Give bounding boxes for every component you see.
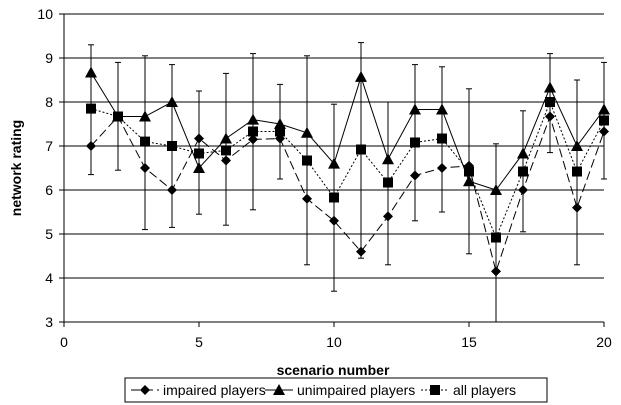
unimpaired-players-point: [544, 81, 556, 93]
all-players-point: [194, 148, 204, 159]
all-players-point: [302, 155, 312, 166]
impaired-players-point: [545, 111, 555, 122]
unimpaired-players-point: [463, 175, 475, 187]
all-players-point: [221, 145, 231, 156]
unimpaired-players-point: [274, 118, 286, 129]
unimpaired-players-point: [328, 157, 340, 169]
unimpaired-players-point: [382, 153, 394, 165]
legend-box: [124, 377, 548, 403]
legend-marker-all-players: [430, 385, 440, 395]
impaired-players-point: [599, 126, 609, 137]
unimpaired-players-point: [139, 110, 151, 122]
x-axis-title: scenario number: [277, 362, 390, 378]
y-axis-title: network rating: [8, 120, 24, 216]
impaired-players-point: [140, 163, 150, 173]
y-tick-label: 6: [45, 182, 53, 198]
all-players-point: [275, 126, 285, 137]
impaired-players-point: [437, 163, 447, 173]
unimpaired-players-point: [517, 147, 529, 159]
impaired-players-line: [90, 114, 605, 274]
all-players-point: [140, 136, 150, 147]
y-tick-labels: 3 4 5 6 7 8 9 10: [37, 6, 64, 330]
x-tick-label: 15: [461, 334, 477, 350]
y-tick-label: 10: [37, 6, 53, 22]
unimpaired-players-line: [90, 72, 605, 191]
impaired-players-point: [194, 133, 204, 144]
unimpaired-players-point: [247, 113, 259, 125]
x-tick-label: 0: [60, 334, 68, 350]
legend-label-all-players: all players: [453, 382, 516, 398]
all-players-point: [464, 166, 474, 177]
legend-label-impaired-players: impaired players: [163, 382, 266, 398]
unimpaired-players-point: [436, 103, 448, 115]
unimpaired-players-point: [166, 96, 178, 107]
impaired-players-point: [86, 141, 96, 151]
impaired-players-point: [491, 266, 501, 277]
unimpaired-players-point: [85, 66, 97, 78]
impaired-players-point: [410, 170, 420, 181]
y-tick-label: 4: [45, 270, 53, 286]
legend-marker-impaired-players: [140, 385, 150, 395]
impaired-players-point: [329, 215, 339, 226]
impaired-players-point: [356, 246, 366, 257]
series-markers: [85, 66, 610, 277]
legend-marker-unimpaired-players: [273, 384, 285, 395]
all-players-point: [113, 111, 123, 122]
unimpaired-players-point: [193, 162, 205, 173]
x-tick-labels: 0 5 10 15 20: [60, 322, 612, 350]
x-tick-label: 10: [326, 334, 342, 350]
all-players-point: [491, 232, 501, 243]
all-players-point: [329, 192, 339, 203]
y-tick-label: 8: [45, 94, 53, 110]
unimpaired-players-point: [301, 126, 313, 138]
legend: impaired players unimpaired players all pl…: [124, 377, 548, 403]
unimpaired-players-point: [409, 103, 421, 115]
all-players-point: [383, 177, 393, 188]
impaired-players-point: [302, 193, 312, 204]
all-players-point: [248, 126, 258, 137]
impaired-players-point: [248, 134, 258, 145]
x-tick-label: 5: [195, 334, 203, 350]
all-players-point: [410, 137, 420, 148]
x-tick-label: 20: [596, 334, 612, 350]
impaired-players-point: [221, 155, 231, 166]
legend-label-unimpaired-players: unimpaired players: [297, 382, 415, 398]
all-players-point: [599, 115, 609, 126]
impaired-players-point: [518, 185, 528, 195]
all-players-point: [572, 166, 582, 177]
all-players-point: [356, 144, 366, 155]
y-tick-label: 7: [45, 138, 53, 154]
y-tick-label: 3: [45, 314, 53, 330]
all-players-point: [518, 166, 528, 177]
unimpaired-players-point: [490, 184, 502, 195]
impaired-players-point: [383, 211, 393, 222]
impaired-players-point: [167, 185, 177, 195]
all-players-point: [167, 141, 177, 151]
all-players-point: [437, 133, 447, 144]
unimpaired-players-point: [571, 140, 583, 151]
unimpaired-players-point: [355, 70, 367, 82]
all-players-point: [545, 97, 555, 107]
y-tick-label: 5: [45, 226, 53, 242]
unimpaired-players-point: [598, 103, 610, 115]
y-tick-label: 9: [45, 50, 53, 66]
unimpaired-players-point: [220, 132, 232, 144]
all-players-point: [86, 103, 96, 114]
impaired-players-point: [572, 202, 582, 213]
